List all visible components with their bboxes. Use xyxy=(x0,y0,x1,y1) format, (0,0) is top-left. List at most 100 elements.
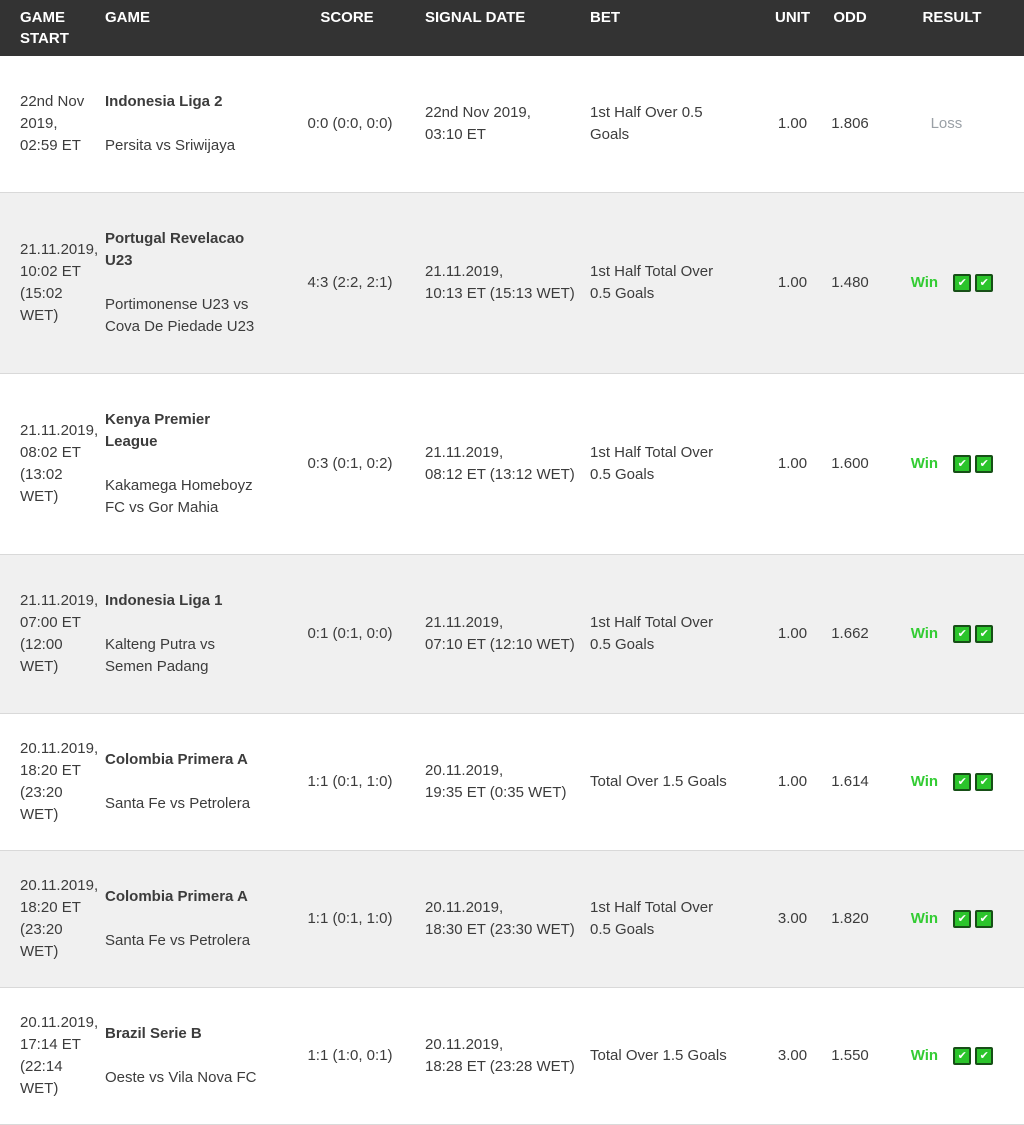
result-label: Win xyxy=(910,909,939,927)
column-header-game-start: GAME START xyxy=(0,0,105,56)
table-body: 22nd Nov 2019, 02:59 ET Indonesia Liga 2… xyxy=(0,56,1024,1125)
cell-game-start: 21.11.2019, 07:00 ET (12:00 WET) xyxy=(20,592,99,675)
win-check-icons: ✔ ✔ xyxy=(949,908,994,930)
win-check-icon: ✔ xyxy=(975,625,994,644)
cell-unit: 1.00 xyxy=(777,773,808,790)
teams: Persita vs Sriwijaya xyxy=(105,137,236,154)
result-label: Win xyxy=(910,772,939,790)
cell-bet: 1st Half Total Over 0.5 Goals xyxy=(590,263,714,302)
cell-bet: Total Over 1.5 Goals xyxy=(590,1047,727,1064)
cell-result: Win ✔ ✔ xyxy=(880,193,1024,374)
win-check-icons: ✔ ✔ xyxy=(949,771,994,793)
column-header-signal-date: SIGNAL DATE xyxy=(410,0,590,56)
cell-signal-date: 22nd Nov 2019, 03:10 ET xyxy=(425,104,531,143)
column-header-unit: UNIT xyxy=(765,0,820,56)
cell-result: Win ✔ ✔ xyxy=(880,714,1024,851)
cell-signal-date: 21.11.2019, 07:10 ET (12:10 WET) xyxy=(425,614,575,653)
cell-result: Win ✔ ✔ xyxy=(880,851,1024,988)
cell-bet: 1st Half Over 0.5 Goals xyxy=(590,104,703,143)
cell-score: 1:1 (0:1, 1:0) xyxy=(307,773,393,790)
column-header-result: RESULT xyxy=(880,0,1024,56)
teams: Oeste vs Vila Nova FC xyxy=(105,1069,257,1086)
win-check-icon: ✔ xyxy=(953,274,972,293)
cell-game-start: 20.11.2019, 18:20 ET (23:20 WET) xyxy=(20,740,99,823)
cell-signal-date: 21.11.2019, 08:12 ET (13:12 WET) xyxy=(425,444,575,483)
cell-game: Indonesia Liga 1 Kalteng Putra vs Semen … xyxy=(105,555,290,714)
cell-game: Indonesia Liga 2 Persita vs Sriwijaya xyxy=(105,56,290,193)
cell-odd: 1.820 xyxy=(831,910,869,927)
cell-game-start: 20.11.2019, 18:20 ET (23:20 WET) xyxy=(20,877,99,960)
league-name: Colombia Primera A xyxy=(105,888,248,905)
cell-game-start: 22nd Nov 2019, 02:59 ET xyxy=(20,93,85,154)
result-label: Win xyxy=(910,624,939,642)
win-check-icon: ✔ xyxy=(953,455,972,474)
cell-unit: 1.00 xyxy=(777,115,808,132)
cell-game: Kenya Premier League Kakamega Homeboyz F… xyxy=(105,374,290,555)
teams: Santa Fe vs Petrolera xyxy=(105,795,251,812)
league-name: Indonesia Liga 1 xyxy=(105,592,223,609)
win-check-icon: ✔ xyxy=(975,1047,994,1066)
win-check-icon: ✔ xyxy=(953,1047,972,1066)
cell-result: Win ✔ ✔ xyxy=(880,988,1024,1125)
cell-game-start: 20.11.2019, 17:14 ET (22:14 WET) xyxy=(20,1014,99,1097)
column-header-odd: ODD xyxy=(820,0,880,56)
result-label: Win xyxy=(910,273,939,291)
win-check-icon: ✔ xyxy=(975,773,994,792)
result-label: Loss xyxy=(930,115,963,132)
cell-result: Loss xyxy=(880,56,1024,193)
cell-odd: 1.550 xyxy=(831,1047,869,1064)
cell-signal-date: 20.11.2019, 18:28 ET (23:28 WET) xyxy=(425,1036,575,1075)
cell-bet: 1st Half Total Over 0.5 Goals xyxy=(590,614,714,653)
cell-game: Brazil Serie B Oeste vs Vila Nova FC xyxy=(105,988,290,1125)
league-name: Kenya Premier League xyxy=(105,411,211,450)
cell-signal-date: 21.11.2019, 10:13 ET (15:13 WET) xyxy=(425,263,575,302)
table-header: GAME START GAME SCORE SIGNAL DATE BET UN… xyxy=(0,0,1024,56)
column-header-game: GAME xyxy=(105,0,290,56)
cell-score: 1:1 (0:1, 1:0) xyxy=(307,910,393,927)
win-check-icons: ✔ ✔ xyxy=(949,272,994,294)
league-name: Brazil Serie B xyxy=(105,1025,202,1042)
result-label: Win xyxy=(910,1046,939,1064)
cell-unit: 1.00 xyxy=(777,455,808,472)
teams: Santa Fe vs Petrolera xyxy=(105,932,251,949)
league-name: Indonesia Liga 2 xyxy=(105,93,223,110)
cell-signal-date: 20.11.2019, 19:35 ET (0:35 WET) xyxy=(425,762,567,801)
cell-game: Colombia Primera A Santa Fe vs Petrolera xyxy=(105,714,290,851)
league-name: Colombia Primera A xyxy=(105,751,248,768)
cell-score: 4:3 (2:2, 2:1) xyxy=(307,274,393,291)
league-name: Portugal Revelacao U23 xyxy=(105,230,245,269)
table-row: 20.11.2019, 18:20 ET (23:20 WET) Colombi… xyxy=(0,850,1024,988)
cell-score: 0:1 (0:1, 0:0) xyxy=(307,625,393,642)
cell-unit: 3.00 xyxy=(777,910,808,927)
win-check-icon: ✔ xyxy=(953,773,972,792)
cell-signal-date: 20.11.2019, 18:30 ET (23:30 WET) xyxy=(425,899,575,938)
win-check-icon: ✔ xyxy=(975,910,994,929)
cell-odd: 1.480 xyxy=(831,274,869,291)
cell-score: 0:0 (0:0, 0:0) xyxy=(307,115,393,132)
teams: Kakamega Homeboyz FC vs Gor Mahia xyxy=(105,477,253,516)
table-row: 21.11.2019, 08:02 ET (13:02 WET) Kenya P… xyxy=(0,373,1024,555)
cell-unit: 1.00 xyxy=(777,625,808,642)
win-check-icons: ✔ ✔ xyxy=(949,453,994,475)
cell-odd: 1.614 xyxy=(831,773,869,790)
table-row: 22nd Nov 2019, 02:59 ET Indonesia Liga 2… xyxy=(0,56,1024,193)
table-row: 21.11.2019, 10:02 ET (15:02 WET) Portuga… xyxy=(0,192,1024,374)
column-header-score: SCORE xyxy=(290,0,410,56)
cell-odd: 1.600 xyxy=(831,455,869,472)
teams: Kalteng Putra vs Semen Padang xyxy=(105,636,216,675)
cell-odd: 1.806 xyxy=(831,115,869,132)
win-check-icon: ✔ xyxy=(975,455,994,474)
result-label: Win xyxy=(910,454,939,472)
header-row: GAME START GAME SCORE SIGNAL DATE BET UN… xyxy=(0,0,1024,56)
teams: Portimonense U23 vs Cova De Piedade U23 xyxy=(105,296,255,335)
cell-score: 0:3 (0:1, 0:2) xyxy=(307,455,393,472)
table-row: 20.11.2019, 18:20 ET (23:20 WET) Colombi… xyxy=(0,713,1024,851)
cell-game-start: 21.11.2019, 10:02 ET (15:02 WET) xyxy=(20,241,99,324)
cell-game: Portugal Revelacao U23 Portimonense U23 … xyxy=(105,193,290,374)
column-header-bet: BET xyxy=(590,0,765,56)
win-check-icons: ✔ ✔ xyxy=(949,1045,994,1067)
cell-odd: 1.662 xyxy=(831,625,869,642)
cell-game-start: 21.11.2019, 08:02 ET (13:02 WET) xyxy=(20,422,99,505)
cell-bet: 1st Half Total Over 0.5 Goals xyxy=(590,899,714,938)
cell-bet: Total Over 1.5 Goals xyxy=(590,773,727,790)
